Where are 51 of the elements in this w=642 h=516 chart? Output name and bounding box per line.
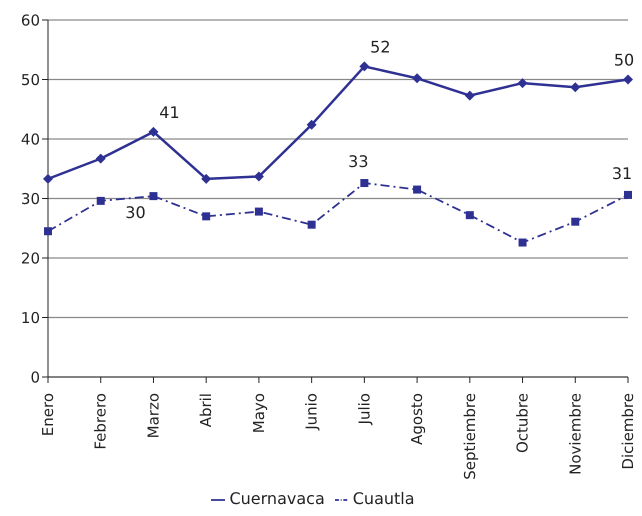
point — [413, 186, 422, 194]
data-label: 50 — [614, 50, 634, 70]
y-tick-label: 0 — [30, 368, 40, 386]
x-tick-label: Septiembre — [460, 393, 479, 480]
data-label: 41 — [159, 102, 180, 122]
data-label: 52 — [370, 37, 391, 56]
point — [201, 174, 212, 184]
point — [570, 82, 580, 92]
y-tick-label: 10 — [20, 308, 40, 327]
y-tick-label: 20 — [20, 249, 40, 268]
point — [464, 90, 475, 101]
y-tick-label: 60 — [20, 11, 40, 30]
x-tick-label: Febrero — [92, 393, 110, 450]
point — [44, 227, 52, 236]
point — [254, 208, 263, 216]
x-tick-label: Diciembre — [619, 393, 637, 470]
y-tick-label: 50 — [20, 70, 40, 89]
point — [202, 212, 210, 220]
x-tick-label: Abril — [197, 393, 216, 428]
point — [148, 126, 158, 137]
data-label: 31 — [612, 164, 632, 183]
y-tick-label: 30 — [20, 190, 40, 208]
x-tick-label: Julio — [355, 393, 374, 426]
point — [359, 61, 370, 72]
point — [466, 211, 474, 220]
x-tick-label: Enero — [39, 393, 57, 436]
x-tick-label: Junio — [302, 393, 321, 431]
point — [149, 192, 158, 200]
legend-label: Cuautla — [352, 489, 415, 508]
data-label: 30 — [125, 203, 146, 222]
point — [624, 190, 632, 199]
point — [412, 73, 422, 84]
point — [360, 179, 368, 188]
x-tick-label: Agosto — [408, 393, 426, 445]
x-tick-label: Noviembre — [566, 393, 584, 475]
x-tick-label: Octubre — [514, 393, 532, 454]
x-tick-label: Marzo — [144, 393, 162, 438]
y-tick-label: 40 — [20, 130, 40, 148]
point — [518, 78, 528, 88]
x-tick-label: Mayo — [250, 393, 268, 434]
point — [308, 220, 316, 229]
point — [518, 238, 527, 247]
point — [96, 196, 105, 205]
point — [43, 174, 53, 184]
point — [306, 120, 317, 130]
point — [623, 74, 633, 84]
point — [96, 154, 106, 164]
point — [571, 218, 580, 226]
point — [254, 171, 264, 182]
data-label: 33 — [348, 152, 369, 172]
legend-label: Cuernavaca — [229, 489, 325, 508]
